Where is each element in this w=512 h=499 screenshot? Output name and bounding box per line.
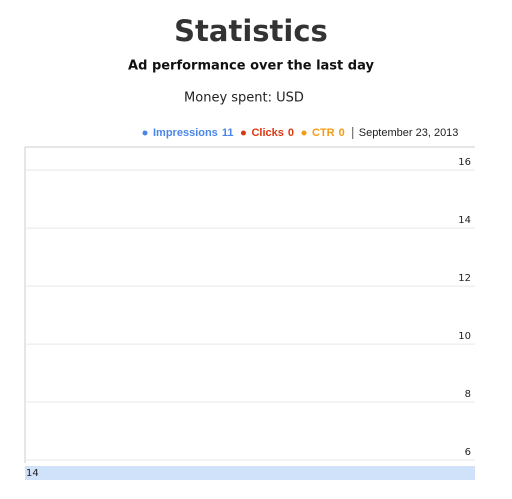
y-tick-label: 8 (465, 389, 471, 400)
y-tick-label: 12 (458, 273, 471, 284)
legend-name: CTR (312, 127, 335, 139)
legend: Impressions 11 Clicks 0 CTR 0 September 23, 20… (142, 127, 459, 139)
y-tick-label: 6 (465, 447, 471, 458)
y-tick-label: 16 (458, 157, 471, 168)
subtitle: Ad performance over the last day (128, 59, 374, 74)
x-tick-label: 14 (26, 468, 39, 479)
legend-name: Clicks (251, 127, 283, 139)
y-tick-label: 14 (458, 215, 471, 226)
title: Statistics (174, 14, 328, 48)
legend-dot (142, 130, 148, 136)
legend-total: 11 (222, 127, 234, 139)
legend-total: 0 (288, 127, 294, 139)
x-axis-band (25, 466, 475, 480)
legend-dot (301, 130, 307, 136)
legend-total: 0 (339, 127, 345, 139)
money-spent: Money spent: USD (184, 91, 304, 106)
y-tick-label: 10 (458, 331, 471, 342)
legend-dot (240, 130, 246, 136)
date: September 23, 2013 (359, 127, 459, 139)
legend-name: Impressions (153, 127, 218, 139)
chart: 6 8 10 12 14 16 14 (24, 146, 475, 480)
